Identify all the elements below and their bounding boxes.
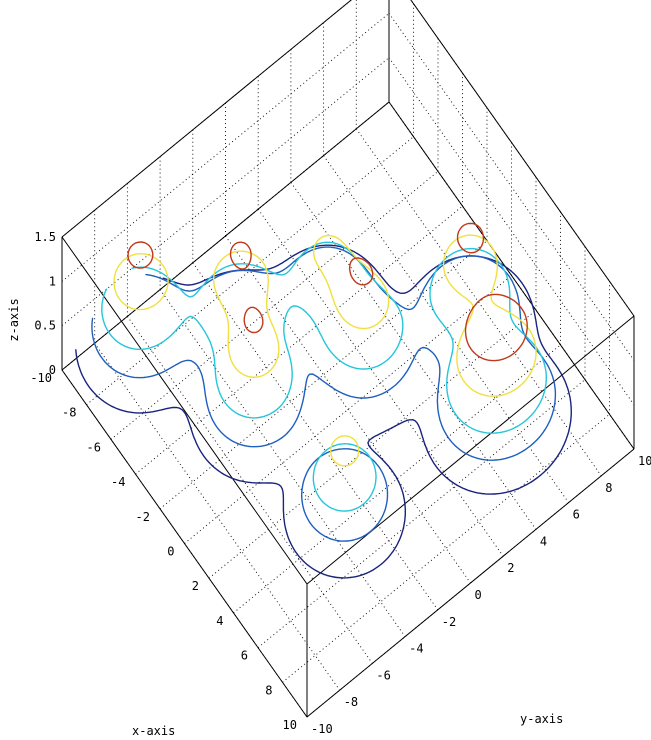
box-edge — [61, 236, 308, 585]
grid-line — [184, 275, 512, 544]
y-tick-label: 8 — [605, 481, 612, 495]
y-tick-label: -2 — [442, 615, 456, 629]
grid-line — [192, 262, 439, 611]
grid-line — [159, 289, 406, 637]
x-axis-label: x-axis — [132, 724, 175, 738]
x-tick-label: -6 — [87, 440, 101, 454]
x-tick-label: 2 — [192, 579, 199, 593]
grid-line — [110, 171, 439, 440]
y-tick-label: 2 — [507, 561, 514, 575]
grid-line — [94, 342, 341, 691]
y-tick-label: -8 — [344, 695, 358, 709]
box-edge — [306, 448, 635, 718]
z-tick-label: 0.5 — [34, 319, 56, 333]
grid-line — [208, 309, 537, 579]
grid-line — [61, 0, 352, 238]
x-tick-label: 4 — [216, 614, 223, 628]
grid-line — [257, 208, 504, 557]
grid-line — [127, 316, 373, 664]
box-edge — [306, 315, 635, 585]
box-edge — [410, 0, 635, 317]
y-tick-label: 6 — [573, 508, 580, 522]
x-tick-label: -4 — [111, 475, 125, 489]
contour-level — [91, 246, 557, 542]
grid-line — [290, 182, 537, 530]
grid-line — [257, 379, 586, 648]
y-axis-label: y-axis — [520, 712, 563, 726]
grid-line — [410, 0, 635, 317]
grid-line — [388, 13, 635, 361]
x-tick-label: -8 — [62, 406, 76, 420]
grid-line — [61, 12, 390, 282]
y-tick-label: 10 — [638, 454, 651, 468]
y-tick-label: -10 — [311, 722, 333, 736]
grid-line — [135, 205, 463, 475]
x-tick-label: -10 — [30, 371, 52, 385]
x-tick-label: 0 — [167, 545, 174, 559]
contour-lines — [75, 222, 572, 579]
x-tick-label: 10 — [283, 718, 297, 732]
contour-level — [113, 234, 537, 467]
grid-line — [61, 57, 390, 327]
z-tick-label: 0 — [49, 363, 56, 377]
x-tick-label: -2 — [136, 510, 150, 524]
x-tick-label: 8 — [265, 683, 272, 697]
tick-labels: -10 -8 -6 -4 -2 0 2 4 6 8 10 -10 -8 -6 -4 -2 0 2 4 6 8 10 0 0.5… — [30, 230, 651, 736]
box-edge — [388, 101, 635, 450]
grid-line — [355, 128, 602, 477]
y-tick-label: -6 — [376, 668, 390, 682]
grid-line — [86, 136, 414, 406]
box-edge — [61, 369, 308, 718]
contour-level — [127, 222, 528, 362]
grid-line — [225, 235, 471, 584]
box-edge — [61, 101, 390, 371]
box-edge — [61, 0, 352, 238]
x-tick-label: 6 — [241, 649, 248, 663]
grid-line — [388, 57, 635, 405]
grid-line — [159, 240, 488, 510]
y-tick-label: 4 — [540, 534, 547, 548]
z-tick-label: 1.5 — [34, 230, 56, 244]
z-tick-label: 1 — [49, 274, 56, 288]
z-axis-label: z-axis — [7, 298, 21, 341]
axes-box — [61, 0, 635, 718]
grid-line — [233, 344, 561, 614]
y-tick-label: 0 — [475, 588, 482, 602]
y-tick-label: -4 — [409, 642, 423, 656]
